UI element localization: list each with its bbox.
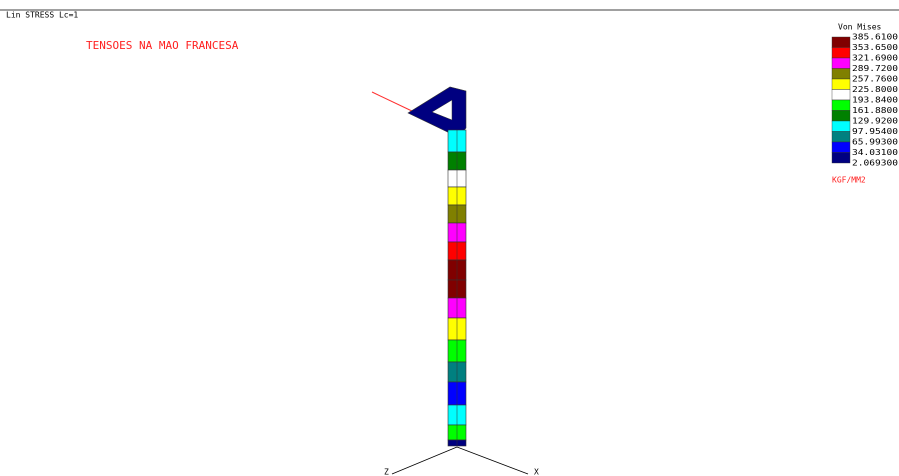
- legend-label: 65.99300: [852, 138, 898, 147]
- legend-label: 225.8000: [852, 85, 898, 94]
- legend-label: 129.9200: [852, 117, 898, 126]
- legend-swatch: [832, 58, 850, 69]
- legend-label: 257.7600: [852, 75, 898, 84]
- load-arrow: [372, 92, 414, 112]
- column: [448, 130, 466, 446]
- axis-x: X: [534, 468, 539, 476]
- legend-label: 385.6100: [852, 33, 898, 42]
- legend-swatch: [832, 37, 850, 48]
- legend-label: 321.6900: [852, 54, 898, 63]
- legend-label: 193.8400: [852, 96, 898, 105]
- legend-swatch: [832, 111, 850, 122]
- legend-swatch: [832, 121, 850, 132]
- legend-label: 353.6500: [852, 43, 898, 52]
- legend-label: 34.03100: [852, 148, 898, 157]
- legend-swatch: [832, 132, 850, 143]
- legend-label: 289.7200: [852, 64, 898, 73]
- legend-swatch: [832, 69, 850, 80]
- legend-swatch: [832, 79, 850, 90]
- legend-label: 97.95400: [852, 127, 898, 136]
- legend-swatch: [832, 153, 850, 164]
- screen: Lin STRESS Lc=1 TENSOES NA MAO FRANCESA …: [0, 0, 899, 476]
- legend-swatch: [832, 142, 850, 153]
- legend-swatch: [832, 90, 850, 101]
- bracket-top: [408, 87, 466, 137]
- legend-unit: KGF/MM2: [832, 176, 866, 185]
- legend-swatch: [832, 100, 850, 111]
- header-label: Lin STRESS Lc=1: [6, 11, 78, 20]
- axis-triad: [392, 447, 528, 474]
- legend-title: Von Mises: [838, 23, 882, 32]
- legend-swatch: [832, 48, 850, 59]
- legend-label: 161.8800: [852, 106, 898, 115]
- title: TENSOES NA MAO FRANCESA: [86, 39, 239, 52]
- axis-z: Z: [384, 468, 389, 476]
- legend-label: 2.069300: [852, 159, 898, 168]
